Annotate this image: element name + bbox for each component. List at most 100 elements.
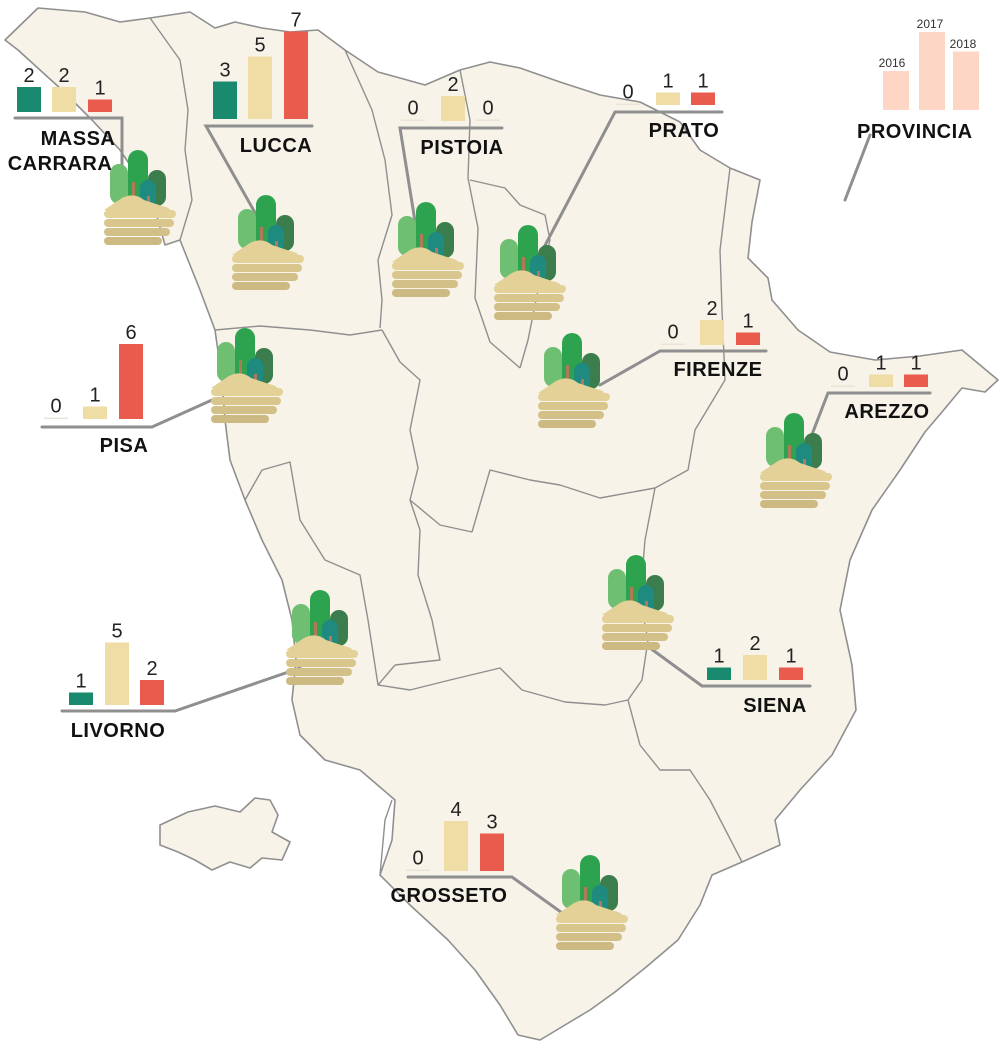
bar-livorno-2017 (105, 642, 129, 705)
bar-siena-2018 (779, 667, 803, 680)
leader-arezzo (804, 391, 932, 452)
border-firenze-siena (471, 469, 561, 533)
bar-firenze-2017 (700, 320, 724, 345)
border-prato-firenze (469, 179, 551, 369)
bar-arezzo-2017 (869, 374, 893, 387)
bar-siena-2017 (743, 655, 767, 680)
value-label-pisa-2016: 0 (50, 396, 61, 418)
bar-firenze-2016 (661, 343, 685, 345)
bar-lucca-2018 (284, 31, 308, 119)
bar-lucca-2017 (248, 56, 272, 119)
bar-pistoia-2017 (441, 96, 465, 121)
legend-leader (843, 133, 872, 202)
province-label-carrara: CARRARA (8, 153, 113, 175)
border-pistoia-prato (459, 69, 521, 369)
border-pisa-livorno (244, 461, 396, 686)
value-label-lucca-2016: 3 (219, 60, 230, 82)
value-label-siena-2017: 2 (749, 633, 760, 655)
elba-island (159, 797, 291, 871)
legend: 2016 2017 2018 PROVINCIA (843, 17, 979, 202)
bar-siena-2016 (707, 667, 731, 680)
legend-bar-2017 (919, 32, 945, 110)
bar-prato-2016 (616, 103, 640, 105)
value-label-livorno-2016: 1 (75, 671, 86, 693)
bar-pisa-2017 (83, 406, 107, 419)
leader-lucca (203, 124, 314, 227)
value-label-pisa-2018: 6 (125, 322, 136, 344)
province-label-massa: MASSA (41, 128, 116, 150)
value-label-prato-2016: 0 (622, 82, 633, 104)
province-label-prato: PRATO (649, 120, 720, 142)
border-lucca-pisa (214, 325, 383, 336)
border-pisa-firenze (381, 329, 473, 533)
value-label-grosseto-2018: 3 (486, 812, 497, 834)
bar-arezzo-2018 (904, 374, 928, 387)
legend-bar-2018 (953, 51, 979, 110)
province-label-firenze: FIRENZE (673, 359, 762, 381)
bar-grosseto-2016 (406, 869, 430, 871)
legend-title: PROVINCIA (857, 121, 973, 143)
bar-prato-2018 (691, 92, 715, 105)
border-lucca-pistoia (344, 49, 393, 329)
province-bar-charts: 2 2 1 3 5 7 0 2 0 0 1 1 0 1 6 0 2 1 0 1 1 1 5 2 1 2 1 0 4 3 (17, 10, 928, 871)
border-pisa-siena (394, 499, 441, 666)
leader-grosseto (406, 875, 567, 917)
bar-pistoia-2016 (401, 119, 425, 121)
value-label-grosseto-2016: 0 (412, 848, 423, 870)
province-label-siena: SIENA (743, 695, 807, 717)
value-label-arezzo-2017: 1 (875, 353, 886, 375)
value-label-massa-carrara-2017: 2 (58, 65, 69, 87)
province-label-arezzo: AREZZO (844, 401, 929, 423)
province-label-lucca: LUCCA (240, 135, 313, 157)
value-label-firenze-2018: 1 (742, 311, 753, 333)
legend-year-2016: 2016 (879, 56, 906, 70)
value-label-grosseto-2017: 4 (450, 799, 461, 821)
value-label-massa-carrara-2016: 2 (23, 65, 34, 87)
legend-year-2017: 2017 (917, 17, 944, 31)
value-label-firenze-2016: 0 (667, 322, 678, 344)
bar-massa-carrara-2016 (17, 87, 41, 112)
value-label-siena-2016: 1 (713, 646, 724, 668)
border-massa-lucca (149, 17, 193, 241)
legend-year-2018: 2018 (950, 37, 977, 51)
border-livorno-grosseto (379, 799, 393, 876)
bar-pisa-2016 (44, 417, 68, 419)
bar-livorno-2018 (140, 680, 164, 705)
bar-arezzo-2016 (831, 385, 855, 387)
leader-pisa (40, 398, 214, 429)
value-label-arezzo-2016: 0 (837, 364, 848, 386)
border-firenze-arezzo (559, 167, 731, 499)
bar-firenze-2018 (736, 332, 760, 345)
value-label-arezzo-2018: 1 (910, 353, 921, 375)
bar-massa-carrara-2017 (52, 87, 76, 112)
province-label-grosseto: GROSSETO (391, 885, 508, 907)
value-label-pisa-2017: 1 (89, 385, 100, 407)
bar-livorno-2016 (69, 692, 93, 705)
value-label-pistoia-2016: 0 (407, 98, 418, 120)
bar-grosseto-2017 (444, 821, 468, 871)
bar-pistoia-2018 (476, 119, 500, 121)
province-label-pistoia: PISTOIA (420, 137, 503, 159)
value-label-prato-2017: 1 (662, 71, 673, 93)
value-label-lucca-2017: 5 (254, 35, 265, 57)
leader-pistoia (398, 126, 504, 242)
province-label-livorno: LIVORNO (71, 720, 166, 742)
leader-prato (538, 110, 724, 257)
value-label-pistoia-2018: 0 (482, 98, 493, 120)
value-label-pistoia-2017: 2 (447, 74, 458, 96)
bar-lucca-2016 (213, 81, 237, 119)
leader-siena (648, 646, 812, 688)
bar-prato-2017 (656, 92, 680, 105)
province-label-pisa: PISA (100, 435, 149, 457)
value-label-siena-2018: 1 (785, 646, 796, 668)
value-label-livorno-2017: 5 (111, 621, 122, 643)
value-label-prato-2018: 1 (697, 71, 708, 93)
leader-lines (13, 110, 932, 917)
legend-bar-2016 (883, 71, 909, 110)
province-labels: MASSA CARRARA LUCCA PISTOIA PRATO PISA F… (8, 120, 929, 907)
value-label-firenze-2017: 2 (706, 298, 717, 320)
leader-firenze (598, 349, 768, 387)
bar-pisa-2018 (119, 344, 143, 419)
bar-massa-carrara-2018 (88, 99, 112, 112)
